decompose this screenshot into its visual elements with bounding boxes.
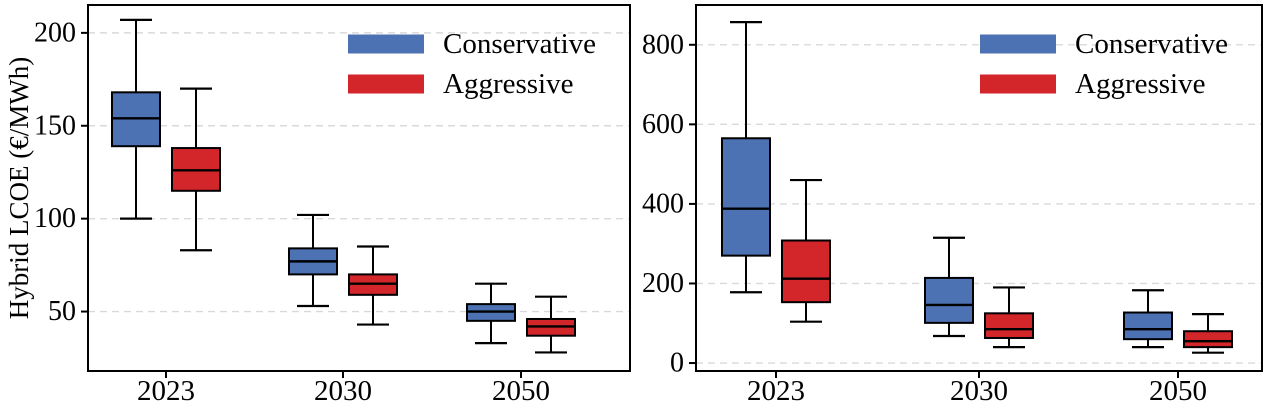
y-tick-label: 800 bbox=[642, 29, 684, 60]
legend-label-aggressive: Aggressive bbox=[443, 68, 573, 100]
box-aggressive-2023 bbox=[171, 87, 221, 252]
box-conservative-2030 bbox=[288, 213, 338, 308]
box-aggressive-2030 bbox=[348, 245, 398, 326]
y-tick-label: 200 bbox=[642, 268, 684, 299]
box-aggressive-2023 bbox=[781, 178, 831, 323]
y-tick-label: 50 bbox=[48, 296, 76, 327]
iqr-box bbox=[924, 276, 974, 324]
box-conservative-2050 bbox=[1123, 289, 1173, 349]
legend-swatch-aggressive-icon bbox=[348, 74, 424, 94]
legend-label-conservative: Conservative bbox=[1075, 28, 1228, 60]
box-aggressive-2050 bbox=[526, 295, 576, 354]
box-conservative-2023 bbox=[111, 18, 161, 220]
y-tick-label: 400 bbox=[642, 188, 684, 219]
box-aggressive-2030 bbox=[984, 286, 1034, 349]
x-tick-label: 2023 bbox=[137, 375, 195, 407]
x-tick-label: 2030 bbox=[950, 375, 1008, 407]
y-tick-label: 0 bbox=[670, 348, 684, 379]
legend: Conservative Aggressive bbox=[980, 28, 1228, 100]
y-tick-label: 100 bbox=[34, 203, 76, 234]
y-axis-label: Hybrid LCOE (€/MWh) bbox=[4, 57, 34, 319]
left-boxplot-panel: 50 100 150 200 2023 2030 2050 Hybrid LCOE (€/MW… bbox=[4, 4, 631, 407]
x-tick-label: 2050 bbox=[492, 375, 550, 407]
legend: Conservative Aggressive bbox=[348, 28, 596, 100]
y-tick-label: 600 bbox=[642, 109, 684, 140]
legend-swatch-conservative-icon bbox=[980, 34, 1056, 54]
x-tick-label: 2030 bbox=[314, 375, 372, 407]
right-boxplot-panel: 0 200 400 600 800 2023 2030 2050 Conservative Agg… bbox=[642, 4, 1263, 407]
x-tick-label: 2023 bbox=[747, 375, 805, 407]
y-tick-label: 150 bbox=[34, 110, 76, 141]
y-tick-label: 200 bbox=[34, 17, 76, 48]
iqr-box bbox=[1183, 330, 1233, 349]
iqr-box bbox=[781, 239, 831, 304]
plot-frame bbox=[87, 4, 631, 372]
box-conservative-2023 bbox=[721, 21, 771, 294]
legend-swatch-aggressive-icon bbox=[980, 74, 1056, 94]
legend-label-conservative: Conservative bbox=[443, 28, 596, 60]
iqr-box bbox=[1123, 311, 1173, 341]
legend-swatch-conservative-icon bbox=[348, 34, 424, 54]
iqr-box bbox=[721, 137, 771, 257]
iqr-box bbox=[984, 312, 1034, 339]
legend-label-aggressive: Aggressive bbox=[1075, 68, 1205, 100]
box-conservative-2030 bbox=[924, 236, 974, 338]
box-aggressive-2050 bbox=[1183, 313, 1233, 354]
x-tick-label: 2050 bbox=[1149, 375, 1207, 407]
box-conservative-2050 bbox=[466, 282, 516, 345]
